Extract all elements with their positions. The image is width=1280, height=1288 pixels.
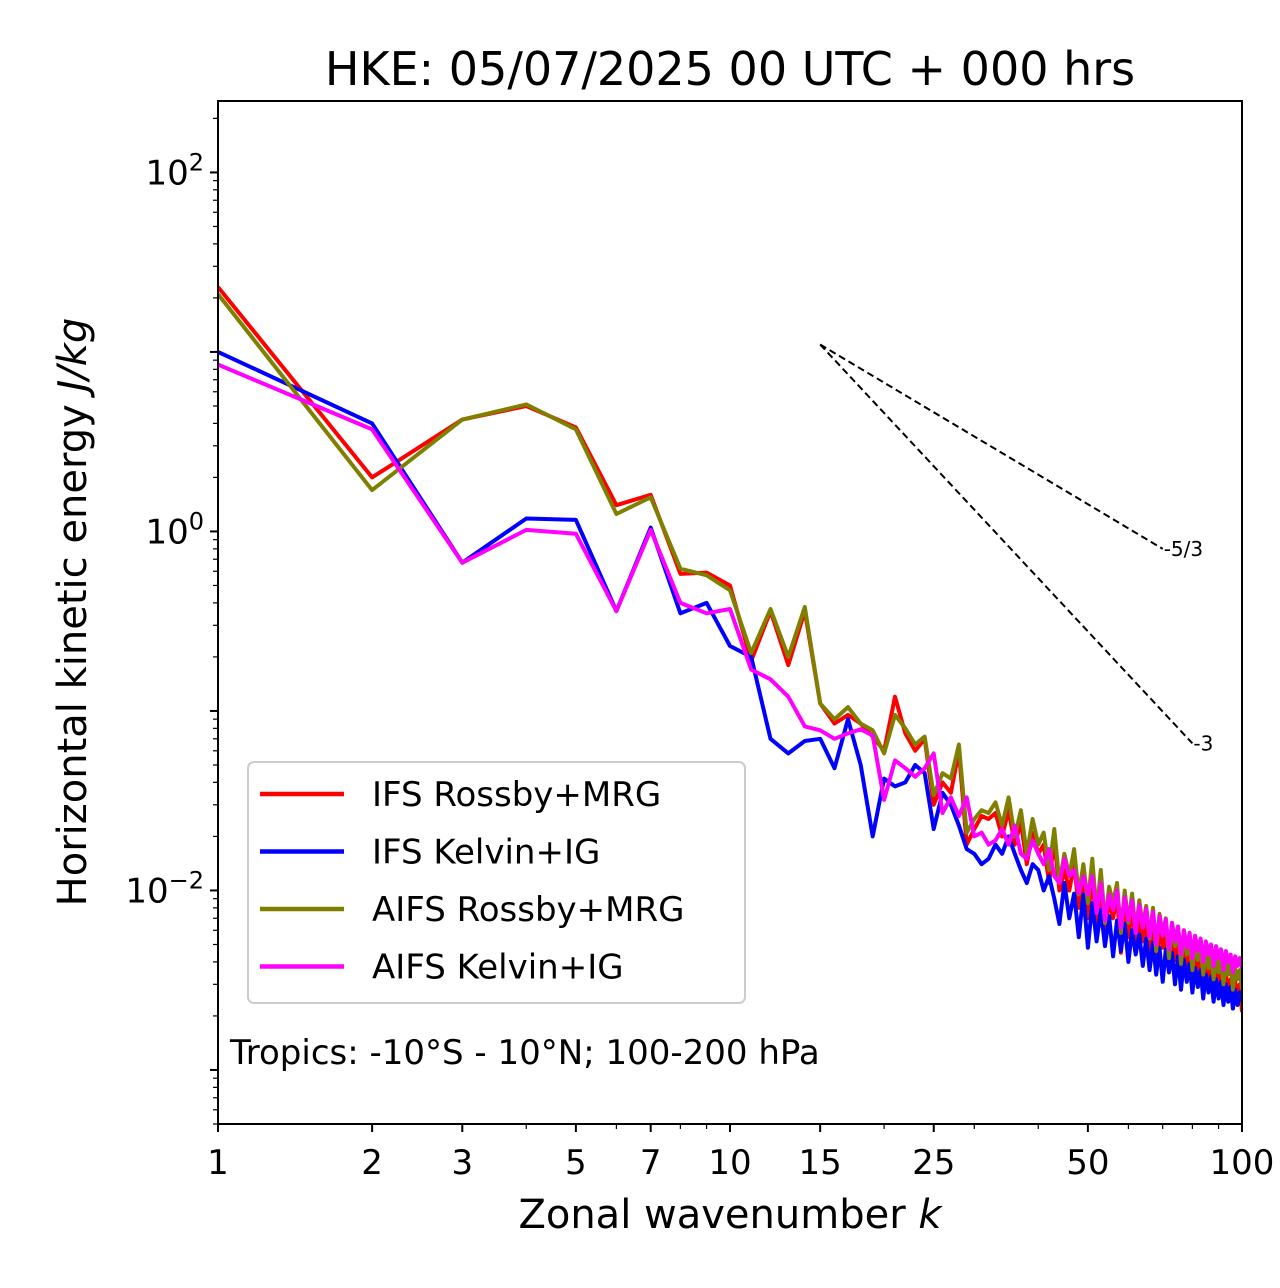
x-tick-label: 5 <box>565 1143 587 1183</box>
x-tick-label: 25 <box>912 1143 955 1183</box>
legend: IFS Rossby+MRG IFS Kelvin+IG AIFS Rossby+M… <box>247 761 746 1004</box>
series-line <box>218 362 1242 975</box>
series-lines <box>218 285 1242 1013</box>
x-tick-label: 15 <box>799 1143 842 1183</box>
x-tick-label: 1 <box>207 1143 229 1183</box>
series-line <box>218 350 1242 1011</box>
x-tick-label: 2 <box>361 1143 383 1183</box>
y-axis-label-unit: J/kg <box>50 318 96 399</box>
y-axis: 102 100 10−2 <box>125 117 218 1125</box>
x-axis-label-variable: k <box>918 1192 943 1238</box>
legend-label: AIFS Kelvin+IG <box>372 948 624 988</box>
legend-label: AIFS Rossby+MRG <box>372 890 684 930</box>
region-annotation: Tropics: -10°S - 10°N; 100-200 hPa <box>229 1033 820 1073</box>
x-axis-label: Zonal wavenumber k <box>518 1192 943 1238</box>
x-tick-label: 3 <box>451 1143 473 1183</box>
x-tick-label: 7 <box>640 1143 662 1183</box>
x-axis-label-text: Zonal wavenumber <box>518 1192 918 1238</box>
y-tick-label: 102 <box>145 148 204 193</box>
legend-box <box>247 761 746 1004</box>
y-axis-label-text: Horizontal kinetic energy <box>50 392 96 907</box>
x-axis: 1 2 3 5 7 10 15 25 50 100 <box>207 1124 1274 1183</box>
y-tick-label: 100 <box>145 507 204 552</box>
reference-line-label: -5/3 <box>1164 537 1203 561</box>
plot-area: -5/3 -3 1 2 3 5 7 10 15 25 50 100 102 100 10−2 <box>125 100 1274 1183</box>
legend-label: IFS Kelvin+IG <box>372 833 600 873</box>
legend-label: IFS Rossby+MRG <box>372 775 661 815</box>
y-tick-label: 10−2 <box>125 866 204 911</box>
reference-line <box>819 343 1164 550</box>
y-axis-label: Horizontal kinetic energy J/kg <box>50 318 96 907</box>
x-tick-label: 50 <box>1066 1143 1109 1183</box>
reference-line <box>819 343 1194 745</box>
chart-title: HKE: 05/07/2025 00 UTC + 000 hrs <box>325 42 1135 96</box>
x-tick-label: 100 <box>1210 1143 1275 1183</box>
reference-slope-lines: -5/3 -3 <box>819 343 1213 755</box>
reference-line-label: -3 <box>1193 731 1213 755</box>
x-tick-label: 10 <box>708 1143 751 1183</box>
